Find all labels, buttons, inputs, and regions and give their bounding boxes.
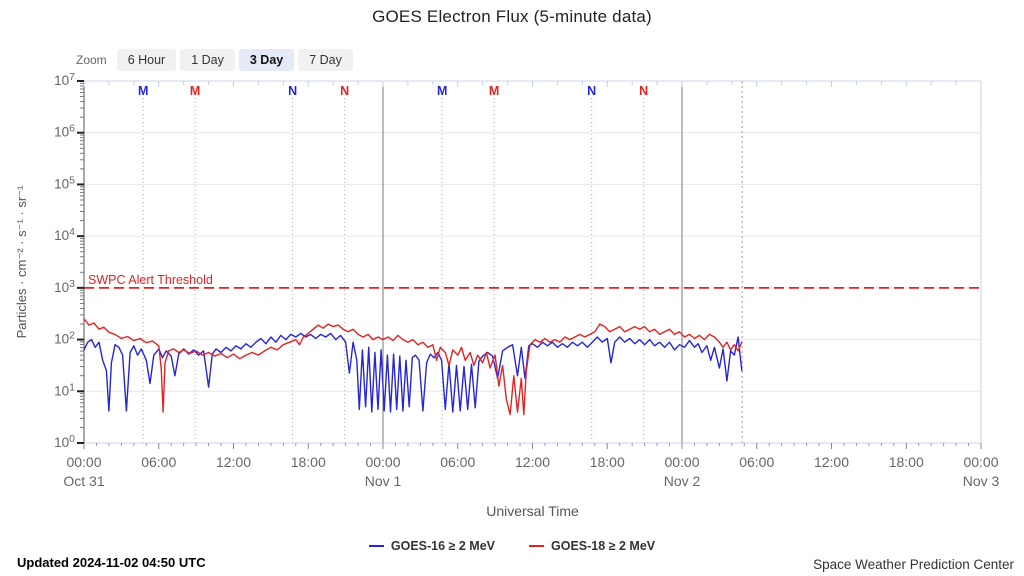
chart-legend: GOES-16 ≥ 2 MeV GOES-18 ≥ 2 MeV (0, 539, 1024, 553)
satellite-marker-N: N (587, 84, 596, 98)
y-tick-label: 105 (54, 174, 75, 191)
zoom-toolbar-label: Zoom (76, 53, 107, 67)
x-tick-label: 12:00 (515, 454, 550, 470)
y-tick-label: 104 (54, 226, 75, 243)
satellite-marker-M: M (489, 84, 499, 98)
x-tick-label: 18:00 (889, 454, 924, 470)
x-tick-label: 00:00 (963, 454, 998, 470)
zoom-range-7-day-button[interactable]: 7 Day (298, 49, 353, 71)
x-tick-label: 12:00 (814, 454, 849, 470)
satellite-marker-N: N (340, 84, 349, 98)
x-date-label: Oct 31 (63, 473, 104, 489)
x-tick-label: 06:00 (739, 454, 774, 470)
legend-item-goes-16[interactable]: GOES-16 ≥ 2 MeV (368, 539, 495, 553)
x-date-label: Nov 1 (365, 473, 402, 489)
attribution-text: Space Weather Prediction Center (813, 557, 1014, 572)
satellite-marker-M: M (190, 84, 200, 98)
y-tick-label: 106 (54, 123, 75, 140)
satellite-marker-M: M (437, 84, 447, 98)
zoom-toolbar: Zoom 6 Hour 1 Day 3 Day 7 Day (76, 49, 353, 71)
y-tick-label: 107 (54, 71, 75, 88)
x-tick-label: 18:00 (291, 454, 326, 470)
y-axis-title: Particles · cm⁻² · s⁻¹ · sr⁻¹ (14, 185, 29, 338)
goes-18-line-swatch (529, 545, 544, 547)
x-tick-label: 00:00 (66, 454, 101, 470)
x-date-label: Nov 2 (664, 473, 701, 489)
x-tick-label: 06:00 (141, 454, 176, 470)
flux-chart-plot-area[interactable]: M M N N M M N N SWPC Alert Threshold 107 106 105 104… (0, 0, 1024, 530)
alert-threshold: SWPC Alert Threshold (84, 273, 981, 289)
updated-timestamp: Updated 2024-11-02 04:50 UTC (17, 555, 206, 570)
x-tick-label: 00:00 (664, 454, 699, 470)
x-axis-title: Universal Time (486, 503, 579, 519)
satellite-marker-N: N (639, 84, 648, 98)
legend-item-goes-18[interactable]: GOES-18 ≥ 2 MeV (529, 539, 655, 553)
x-tick-label: 00:00 (365, 454, 400, 470)
y-gridlines (84, 132, 981, 392)
y-tick-labels: 107 106 105 104 103 102 101 100 (54, 71, 75, 450)
x-tick-labels: 00:00 Oct 31 06:00 12:00 18:00 00:00 Nov 1 06:0… (63, 454, 999, 489)
page-title: GOES Electron Flux (5-minute data) (372, 7, 652, 26)
goes-16-line-swatch (368, 545, 384, 547)
y-tick-label: 101 (54, 381, 75, 398)
y-tick-label: 100 (54, 433, 75, 450)
zoom-range-3-day-button[interactable]: 3 Day (238, 49, 295, 71)
zoom-range-6-hour-button[interactable]: 6 Hour (116, 49, 177, 71)
x-date-label: Nov 3 (963, 473, 1000, 489)
legend-label-goes-18: GOES-18 ≥ 2 MeV (551, 539, 656, 553)
satellite-marker-N: N (288, 84, 297, 98)
zoom-range-1-day-button[interactable]: 1 Day (180, 49, 235, 71)
axes (77, 80, 982, 449)
satellite-marker-M: M (138, 84, 148, 98)
threshold-label: SWPC Alert Threshold (88, 273, 213, 287)
y-tick-label: 102 (54, 330, 75, 347)
x-tick-label: 06:00 (440, 454, 475, 470)
series-line-goes-18 (83, 318, 743, 416)
day-boundary-lines (382, 81, 683, 443)
legend-label-goes-16: GOES-16 ≥ 2 MeV (390, 539, 495, 553)
x-tick-label: 12:00 (216, 454, 251, 470)
series-line-goes-16 (83, 332, 743, 413)
y-tick-label: 103 (54, 278, 75, 295)
x-tick-label: 18:00 (590, 454, 625, 470)
